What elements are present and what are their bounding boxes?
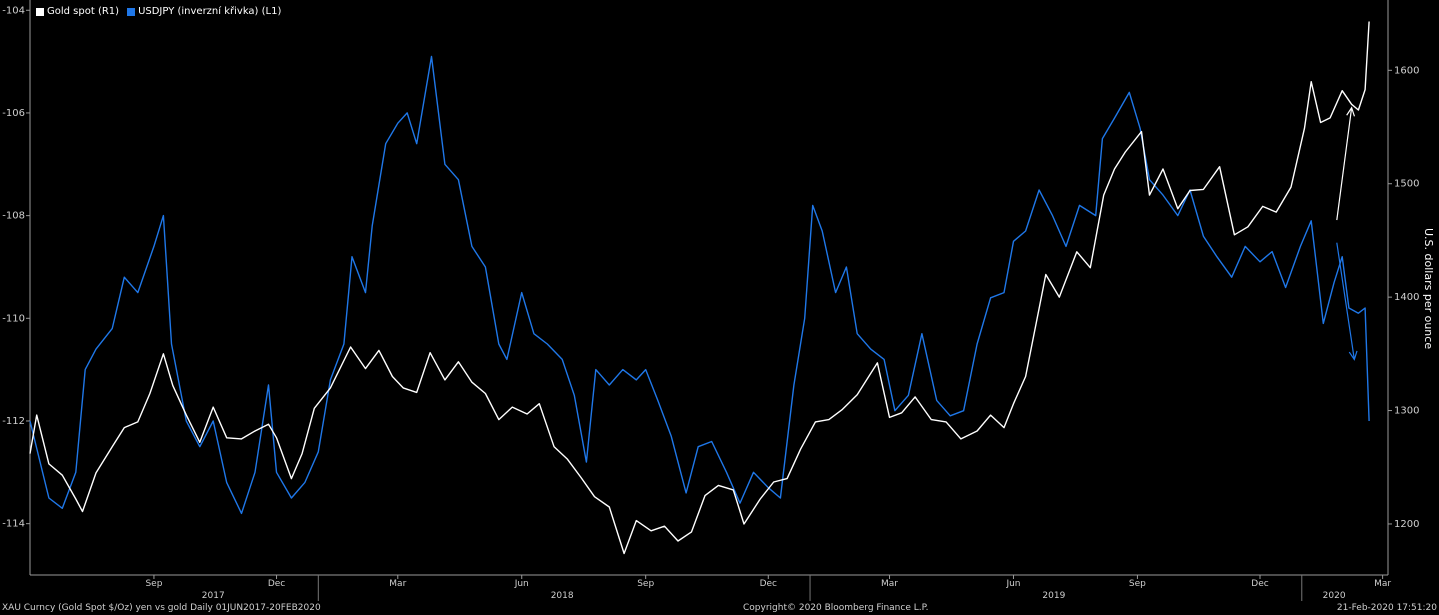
left-tick-label: -114 [2,519,25,530]
legend-swatch-gold [36,7,44,16]
footer-left: XAU Curncy (Gold Spot $/Oz) yen vs gold … [2,603,321,613]
chart-legend: Gold spot (R1) USDJPY (inverzní křivka) … [36,6,281,17]
x-tick-label: Mar [881,579,898,589]
x-year-label: 2018 [551,591,574,601]
left-tick-label: -106 [2,108,25,119]
annotation-arrowhead-up [1346,106,1356,117]
annotation-arrow-down [1336,242,1355,360]
legend-item-gold: Gold spot (R1) [36,6,119,17]
left-tick-label: -110 [2,313,25,324]
x-year-label: 2019 [1042,591,1065,601]
annotation-arrow-up [1336,107,1353,221]
legend-swatch-usdjpy [127,7,136,16]
left-tick-label: -104 [2,5,25,16]
legend-label-usdjpy: USDJPY (inverzní křivka) (L1) [138,6,282,17]
x-year-label: 2020 [1323,591,1346,601]
x-tick-label: Sep [637,579,654,589]
right-tick-label: 1500 [1394,179,1419,190]
x-tick-label: Dec [760,579,777,589]
right-axis-label: U.S. dollars per ounce [1422,228,1435,350]
left-tick-label: -108 [2,211,25,222]
right-tick-label: 1200 [1394,519,1419,530]
chart-series [29,21,1370,555]
x-tick-label: Dec [268,579,285,589]
x-tick-label: Sep [1129,579,1146,589]
right-tick-label: 1600 [1394,65,1419,76]
x-tick-label: Jun [514,579,529,589]
x-year-label: 2017 [202,591,225,601]
chart-axes: -104 -106 -108 -110 -112 -114 1200 1300 1400 1500… [2,0,1419,601]
right-tick-label: 1300 [1394,406,1419,417]
legend-item-usdjpy: USDJPY (inverzní křivka) (L1) [127,6,281,17]
x-tick-label: Mar [1374,579,1391,589]
left-tick-label: -112 [2,416,25,427]
chart-annotations [1336,106,1358,361]
x-tick-label: Dec [1251,579,1268,589]
right-tick-label: 1400 [1394,292,1419,303]
x-tick-label: Sep [145,579,162,589]
x-tick-label: Jun [1005,579,1020,589]
series-line-gold [29,21,1370,555]
x-tick-label: Mar [389,579,406,589]
footer-right: 21-Feb-2020 17:51:20 [1336,603,1437,613]
legend-label-gold: Gold spot (R1) [47,6,120,17]
footer-center: Copyright© 2020 Bloomberg Finance L.P. [743,603,929,613]
annotation-arrowhead-down [1348,350,1358,361]
series-line-usdjpy [29,55,1370,515]
